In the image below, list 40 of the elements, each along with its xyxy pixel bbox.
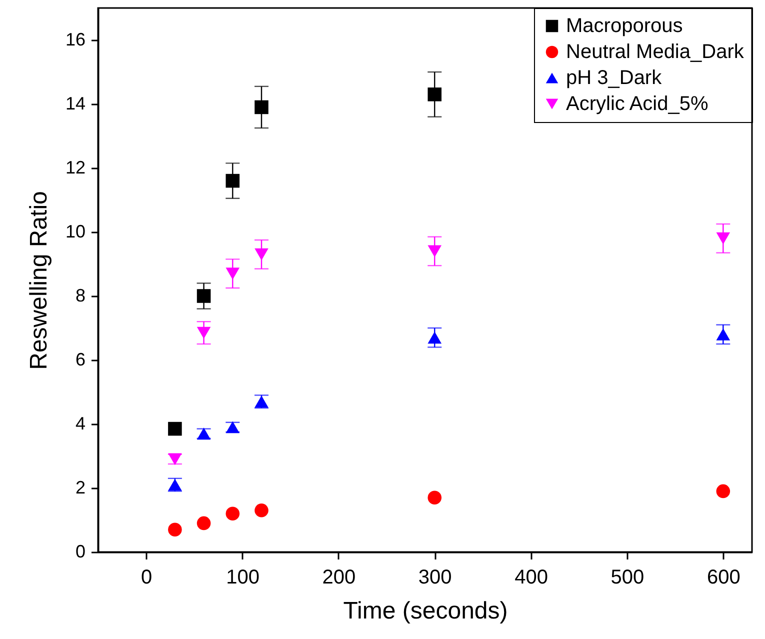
y-tick-label: 4 [75, 414, 86, 434]
x-tick-label: 500 [610, 566, 644, 588]
y-axis-title: Reswelling Ratio [25, 191, 52, 370]
x-tick-label: 200 [322, 566, 356, 588]
point [716, 328, 730, 340]
point [254, 248, 268, 260]
x-tick-label: 600 [706, 566, 740, 588]
x-tick-label: 100 [226, 566, 260, 588]
y-tick-label: 14 [65, 94, 86, 114]
point [428, 88, 442, 102]
x-tick-label: 400 [514, 566, 548, 588]
point [716, 484, 730, 498]
x-axis-title: Time (seconds) [343, 598, 508, 624]
x-tick-label: 0 [141, 566, 152, 588]
y-tick-label: 8 [75, 286, 86, 306]
point [226, 174, 240, 188]
point [196, 326, 211, 339]
point [226, 268, 240, 280]
point [196, 289, 211, 303]
legend-label: Acrylic Acid_5% [566, 93, 708, 115]
point [428, 245, 442, 258]
point [428, 332, 442, 344]
point [226, 506, 240, 520]
point [428, 490, 442, 504]
y-tick-label: 16 [65, 30, 86, 50]
point [168, 422, 182, 436]
point [716, 232, 730, 244]
y-tick-label: 10 [65, 222, 86, 242]
y-tick-label: 0 [75, 542, 86, 562]
point [168, 522, 182, 536]
y-tick-label: 6 [75, 350, 86, 370]
x-tick-label: 300 [418, 566, 452, 588]
point [254, 504, 268, 518]
point [254, 100, 268, 114]
point [196, 516, 211, 530]
legend-label: Macroporous [566, 15, 683, 37]
y-tick-label: 12 [65, 158, 86, 178]
legend-label: pH 3_Dark [566, 67, 663, 89]
legend-label: Neutral Media_Dark [566, 41, 745, 63]
y-tick-label: 2 [75, 478, 86, 498]
